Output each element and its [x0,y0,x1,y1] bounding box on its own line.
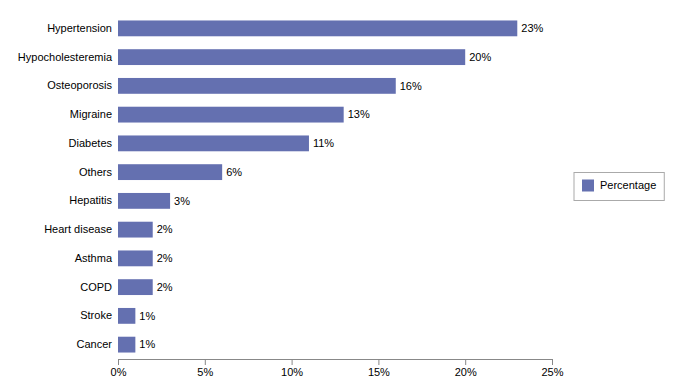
bar [118,222,153,238]
y-tick: Hypocholesteremia [18,51,118,63]
bar [118,279,153,295]
bar [118,135,309,151]
data-label: 20% [469,51,491,63]
x-tick-label: 0% [111,366,127,378]
legend-swatch [582,180,594,192]
y-tick-label: Others [79,166,113,178]
data-label: 3% [174,195,190,207]
y-tick: Osteoporosis [47,79,118,91]
x-tick: 5% [197,359,213,378]
bar [118,78,396,94]
data-label: 6% [226,166,242,178]
data-label: 13% [348,108,370,120]
legend-item: Percentage [582,179,656,191]
data-labels: 23% 20% 16% 13% 11% 6% 3% 2% 2% 2% 1% 1% [139,22,543,350]
y-tick: Asthma [75,252,118,264]
x-axis: 0% 5% 10% 15% 20% 25% [111,359,564,378]
bars [118,20,517,352]
bar [118,164,222,180]
chart-container: 0% 5% 10% 15% 20% 25% Hypertension Hypocholeste… [0,0,677,391]
x-tick-label: 15% [368,366,390,378]
bar [118,337,135,353]
plot-area: 0% 5% 10% 15% 20% 25% Hypertension Hypocholeste… [18,20,564,377]
bar [118,107,344,123]
y-tick: Heart disease [44,223,118,235]
y-tick-label: Stroke [80,309,112,321]
x-tick-mark [465,359,466,365]
x-tick-mark [118,359,119,365]
y-tick: Stroke [80,309,118,321]
y-tick-label: Hypertension [47,22,112,34]
x-tick: 10% [281,359,303,378]
x-tick: 20% [455,359,477,378]
x-tick: 0% [111,359,127,378]
x-tick-mark [552,359,553,365]
bar [118,20,517,36]
y-tick-label: Cancer [77,338,113,350]
y-tick-label: Osteoporosis [47,79,112,91]
y-tick-label: Asthma [75,252,113,264]
x-tick-label: 25% [541,366,563,378]
data-label: 11% [313,137,334,149]
y-tick-label: Heart disease [44,223,112,235]
y-tick-label: COPD [80,281,112,293]
data-label: 16% [400,80,422,92]
legend-label: Percentage [600,179,656,191]
x-tick-label: 20% [455,366,477,378]
y-tick: Hepatitis [69,194,118,206]
data-label: 1% [139,338,155,350]
x-tick: 15% [368,359,390,378]
axis-domain [119,359,553,360]
data-label: 2% [157,252,173,264]
y-tick: Migraine [70,108,118,120]
data-label: 2% [157,281,173,293]
y-tick-label: Migraine [70,108,112,120]
y-tick: Others [79,166,118,178]
y-axis: Hypertension Hypocholesteremia Osteoporosi… [18,22,118,350]
x-tick: 25% [541,359,563,378]
x-tick-label: 5% [197,366,213,378]
data-label: 2% [157,223,173,235]
data-label: 1% [139,310,155,322]
data-label: 23% [521,22,543,34]
x-tick-label: 10% [281,366,303,378]
legend-frame [574,173,664,201]
y-tick: Hypertension [47,22,118,34]
y-tick-label: Hepatitis [69,194,112,206]
y-tick: Diabetes [69,137,118,149]
bar [118,49,465,65]
y-tick-label: Diabetes [69,137,113,149]
y-tick-label: Hypocholesteremia [18,51,113,63]
y-tick: COPD [80,281,118,293]
y-tick: Cancer [77,338,118,350]
bar [118,308,135,324]
x-tick-mark [292,359,293,365]
legend: Percentage [574,173,664,201]
x-tick-mark [378,359,379,365]
x-tick-mark [205,359,206,365]
bar [118,193,170,209]
chart-svg: 0% 5% 10% 15% 20% 25% Hypertension Hypocholeste… [0,0,677,391]
bar [118,250,153,266]
